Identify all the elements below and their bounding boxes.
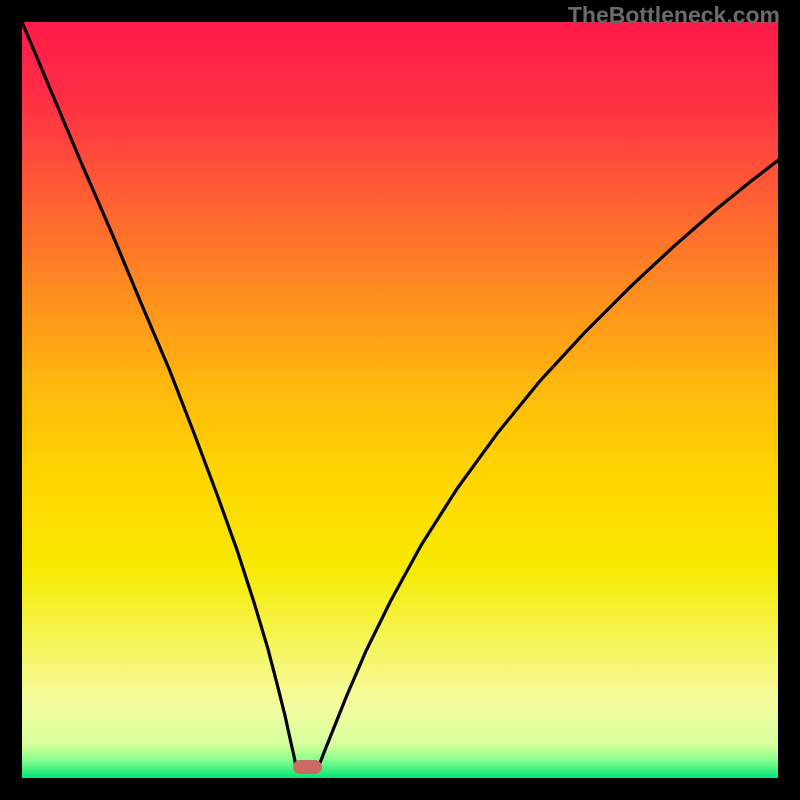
outer-frame: TheBottleneck.com	[0, 0, 800, 800]
plot-area	[22, 22, 778, 778]
watermark-text: TheBottleneck.com	[568, 2, 780, 29]
optimal-point-marker	[293, 760, 322, 774]
bottleneck-curve	[22, 22, 778, 778]
